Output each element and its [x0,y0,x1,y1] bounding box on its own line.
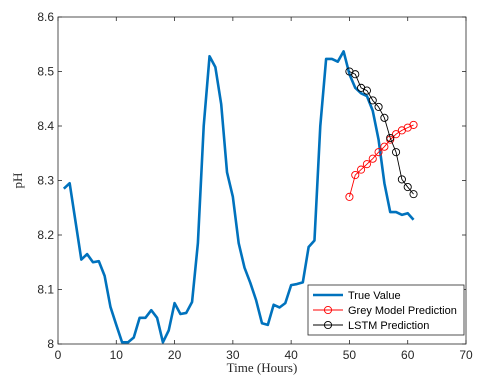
grey-model-prediction-point [362,160,371,169]
x-axis-title: Time (Hours) [227,360,298,375]
grey-model-prediction-point [357,165,366,174]
lstm-prediction-point [374,102,383,111]
legend-label-true-value: True Value [348,290,401,302]
y-tick-label: 8.5 [37,65,54,79]
y-tick-label: 8.1 [37,283,54,297]
y-axis-title: pH [10,173,25,189]
legend-marker-lstm-prediction [323,320,333,330]
grey-model-prediction-point [351,170,360,180]
lstm-prediction-point [397,175,406,184]
lstm-prediction-point [362,86,371,95]
x-tick-label: 50 [343,348,357,362]
x-tick-label: 10 [110,348,124,362]
lstm-prediction-point [409,190,418,199]
grey-model-prediction-point [392,130,401,139]
lstm-prediction-point [403,182,412,192]
x-tick-label: 60 [401,348,415,362]
x-tick-label: 70 [459,348,473,362]
grey-model-prediction-point [380,142,389,151]
lstm-prediction-point [351,70,360,79]
y-tick-label: 8.3 [37,174,54,188]
legend: True Value Grey Model Prediction LSTM Pred… [307,284,465,336]
y-tick-label: 8.6 [37,10,54,24]
tick-layer: 0 10 20 30 40 50 60 70 8 8.1 8.2 8.3 8.4 8.5 8.6 [37,10,473,362]
legend-label-lstm-prediction: LSTM Prediction [348,320,429,332]
y-tick-label: 8 [47,337,54,351]
legend-marker-grey-model-prediction [323,305,333,315]
series-layer [62,50,418,344]
grey-model-prediction-point [368,154,377,163]
true-value-line [62,50,415,344]
x-tick-label: 0 [55,348,62,362]
lstm-prediction-point [368,96,377,105]
legend-label-grey-model-prediction: Grey Model Prediction [348,305,457,317]
grey-model-prediction-point [374,148,383,157]
lstm-prediction-point [386,133,395,143]
x-tick-label: 40 [284,348,298,362]
x-tick-label: 20 [168,348,182,362]
grey-model-prediction-point [345,192,354,201]
y-tick-label: 8.4 [37,119,54,133]
lstm-prediction-line [349,71,414,195]
grey-model-prediction-point [409,120,418,129]
lstm-prediction-point [380,113,389,122]
x-tick-label: 30 [226,348,240,362]
lstm-prediction-point [392,148,401,157]
y-tick-label: 8.2 [37,228,54,242]
